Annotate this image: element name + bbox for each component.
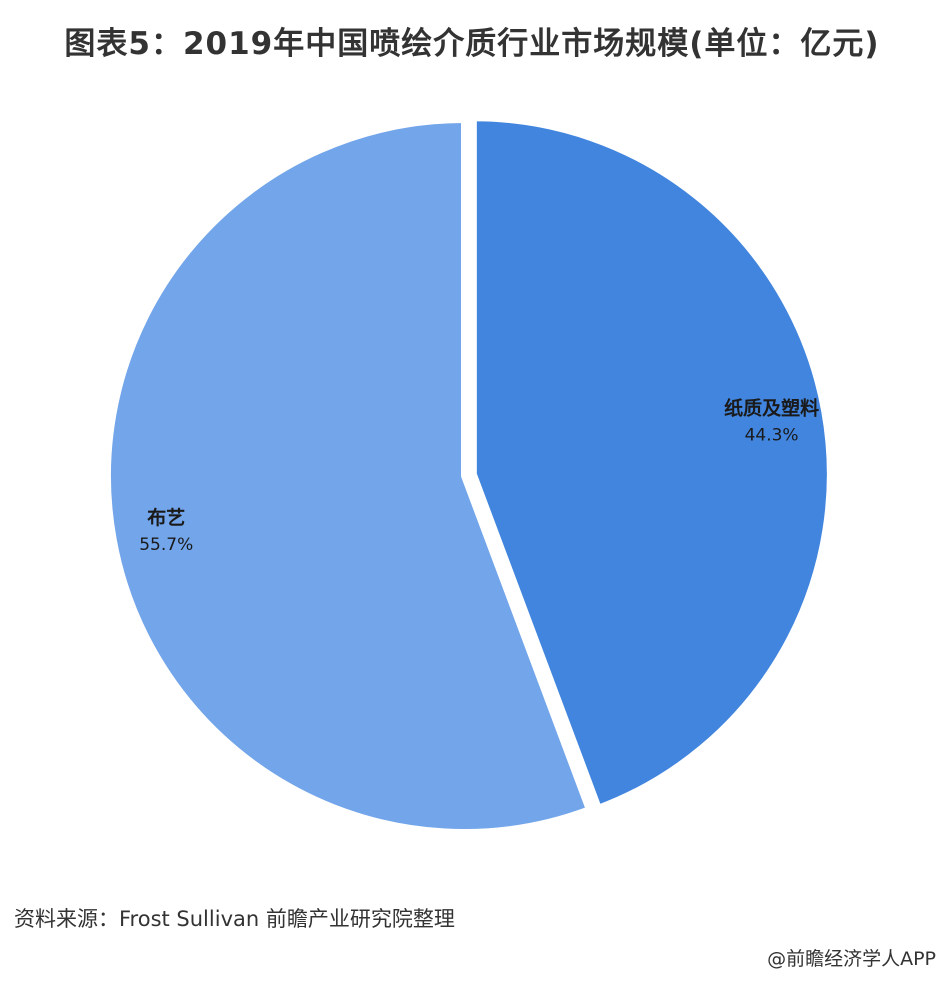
chart-title: 图表5：2019年中国喷绘介质行业市场规模(单位：亿元) <box>64 26 880 62</box>
slice-label-2: 布艺 <box>147 506 185 529</box>
slice-value-2: 55.7% <box>139 535 193 555</box>
slice-value-1: 44.3% <box>745 425 799 445</box>
pie-chart: 纸质及塑料 44.3% 布艺 55.7% <box>0 100 944 860</box>
pie-slice-1 <box>470 115 833 812</box>
pie-chart-svg: 纸质及塑料 44.3% 布艺 55.7% <box>105 115 833 835</box>
credit-note: @前瞻经济学人APP <box>767 948 936 970</box>
source-note: 资料来源：Frost Sullivan 前瞻产业研究院整理 <box>14 907 455 931</box>
slice-label-1: 纸质及塑料 <box>724 396 819 419</box>
pie-slice-2 <box>105 116 593 835</box>
